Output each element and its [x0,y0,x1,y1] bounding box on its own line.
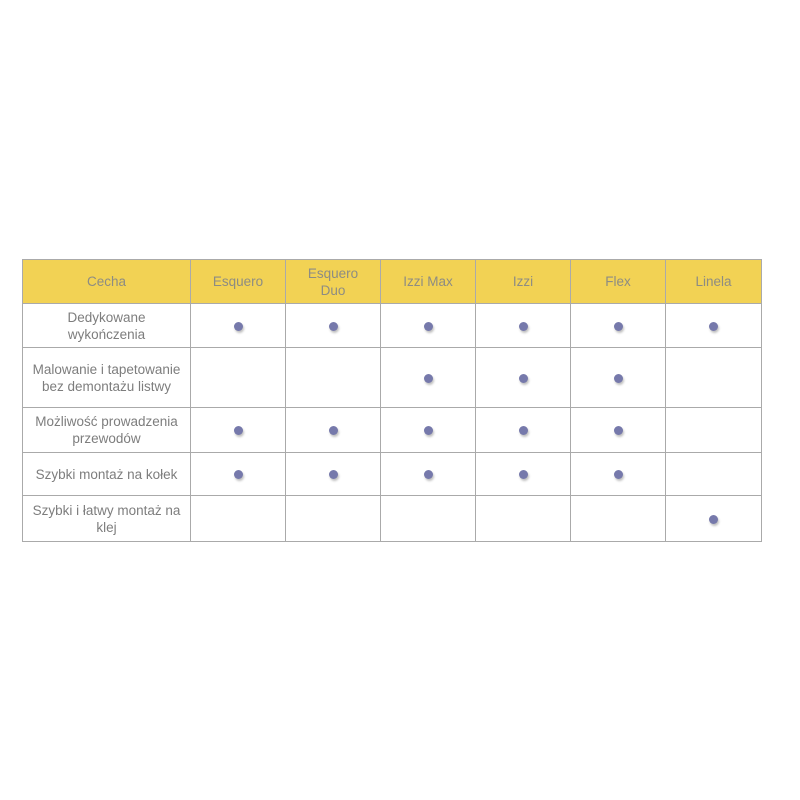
feature-supported-cell [285,407,381,453]
feature-supported-cell [665,303,762,348]
check-dot-icon [518,321,528,331]
check-dot-icon [518,373,528,383]
check-dot-icon [233,470,243,480]
check-dot-icon [423,470,433,480]
check-dot-icon [423,321,433,331]
feature-unsupported-cell [285,495,381,542]
column-header-product: Izzi Max [380,259,476,304]
feature-supported-cell [190,407,286,453]
check-dot-icon [613,426,623,436]
check-dot-icon [613,470,623,480]
table-row: Malowanie i tapetowanie bez demontażu li… [22,347,762,408]
feature-supported-cell [285,452,381,496]
table-row: Szybki montaż na kołek [22,452,762,496]
feature-supported-cell [570,407,666,453]
column-header-product: Esquero Duo [285,259,381,304]
feature-comparison-table: Cecha Esquero Esquero Duo Izzi Max Izzi Flex L… [22,259,762,542]
feature-supported-cell [190,452,286,496]
column-header-product: Flex [570,259,666,304]
feature-supported-cell [570,452,666,496]
check-dot-icon [613,373,623,383]
check-dot-icon [423,426,433,436]
feature-unsupported-cell [380,495,476,542]
feature-name-cell: Dedykowane wykończenia [22,303,191,348]
check-dot-icon [709,514,718,524]
feature-supported-cell [475,407,571,453]
check-dot-icon [233,426,243,436]
column-header-product: Linela [665,259,762,304]
feature-unsupported-cell [475,495,571,542]
check-dot-icon [518,470,528,480]
feature-supported-cell [380,303,476,348]
feature-unsupported-cell [190,347,286,408]
feature-unsupported-cell [665,347,762,408]
feature-supported-cell [380,407,476,453]
feature-name-cell: Możliwość prowadzenia przewodów [22,407,191,453]
check-dot-icon [328,470,338,480]
feature-unsupported-cell [665,407,762,453]
feature-supported-cell [570,303,666,348]
column-header-product: Izzi [475,259,571,304]
feature-supported-cell [665,495,762,542]
feature-unsupported-cell [285,347,381,408]
check-dot-icon [518,426,528,436]
feature-supported-cell [380,452,476,496]
table-row: Możliwość prowadzenia przewodów [22,407,762,453]
feature-supported-cell [475,303,571,348]
feature-supported-cell [570,347,666,408]
feature-supported-cell [190,303,286,348]
header-row: Cecha Esquero Esquero Duo Izzi Max Izzi Flex L… [22,259,762,304]
feature-name-cell: Malowanie i tapetowanie bez demontażu li… [22,347,191,408]
table-body: Dedykowane wykończenia Malowanie i tapeto… [22,303,762,542]
feature-supported-cell [285,303,381,348]
feature-name-cell: Szybki montaż na kołek [22,452,191,496]
feature-supported-cell [380,347,476,408]
check-dot-icon [613,321,623,331]
table-row: Szybki i łatwy montaż na klej [22,495,762,542]
check-dot-icon [328,426,338,436]
check-dot-icon [233,321,243,331]
feature-name-cell: Szybki i łatwy montaż na klej [22,495,191,542]
column-header-product: Esquero [190,259,286,304]
feature-supported-cell [475,347,571,408]
table-row: Dedykowane wykończenia [22,303,762,348]
check-dot-icon [709,321,718,331]
feature-supported-cell [475,452,571,496]
check-dot-icon [328,321,338,331]
check-dot-icon [423,373,433,383]
feature-unsupported-cell [190,495,286,542]
feature-unsupported-cell [570,495,666,542]
feature-unsupported-cell [665,452,762,496]
column-header-feature: Cecha [22,259,191,304]
